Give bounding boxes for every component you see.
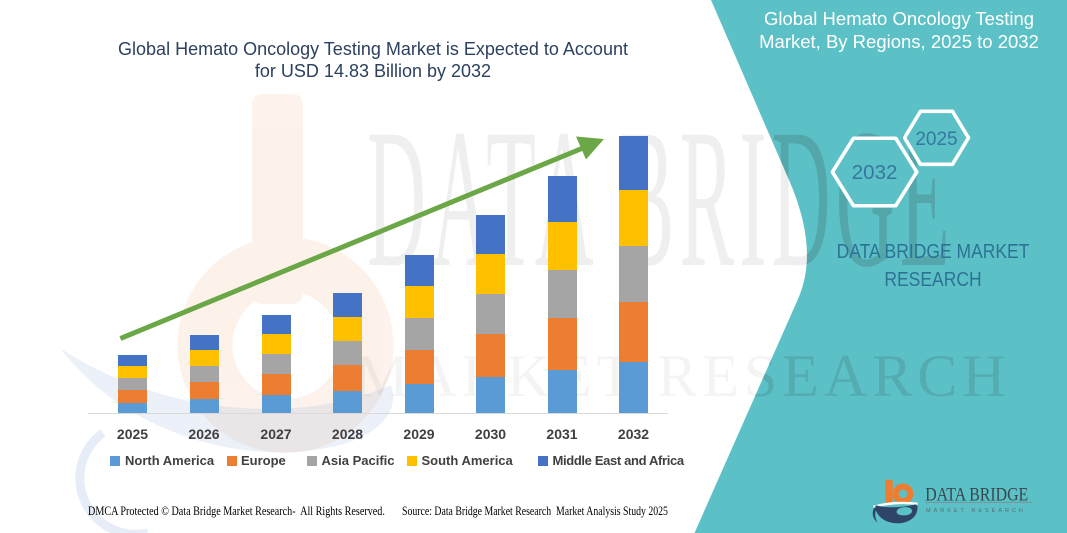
svg-text:MARKET RESEARCH: MARKET RESEARCH: [926, 508, 1026, 514]
svg-text:2032: 2032: [852, 161, 898, 184]
svg-text:2025: 2025: [915, 129, 957, 150]
svg-text:DATA BRIDGE: DATA BRIDGE: [925, 484, 1028, 505]
